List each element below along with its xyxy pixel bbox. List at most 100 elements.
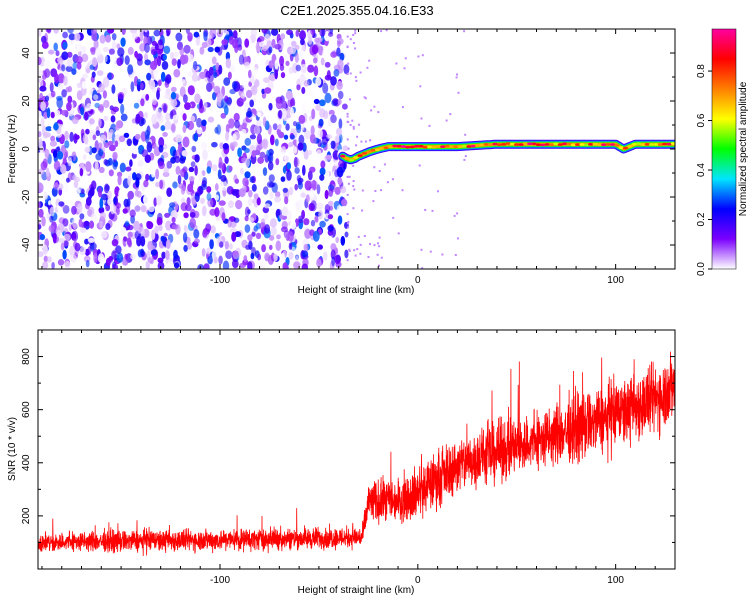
noise-cell	[216, 124, 221, 135]
noise-cell	[312, 230, 320, 242]
noise-cell	[307, 64, 315, 73]
noise-cell	[172, 181, 178, 189]
noise-cell	[67, 95, 73, 104]
noise-cell	[182, 113, 187, 121]
noise-cell	[93, 38, 99, 50]
noise-speck	[456, 73, 458, 76]
noise-cell	[180, 168, 187, 178]
noise-cell	[58, 183, 64, 191]
spectrogram-x-tick-label: 0	[415, 275, 421, 286]
noise-cell	[98, 149, 104, 157]
noise-cell	[140, 236, 146, 247]
noise-cell	[195, 36, 200, 46]
noise-cell	[166, 187, 173, 197]
noise-cell	[92, 57, 98, 67]
noise-cell	[294, 52, 300, 63]
noise-cell	[76, 203, 83, 214]
noise-cell	[107, 72, 112, 81]
noise-cell	[249, 99, 254, 108]
noise-cell	[116, 206, 120, 216]
noise-cell	[196, 126, 203, 135]
noise-cell	[193, 132, 199, 142]
noise-cell	[255, 232, 262, 240]
noise-cell	[85, 128, 90, 135]
noise-speck	[363, 235, 366, 237]
noise-cell	[38, 56, 42, 66]
noise-cell	[207, 74, 214, 83]
noise-cell	[123, 236, 128, 242]
signal-mark	[366, 150, 372, 154]
noise-cell	[71, 116, 79, 125]
noise-cell	[162, 54, 167, 61]
noise-speck	[352, 185, 355, 188]
noise-cell	[273, 253, 278, 262]
snr-frame	[37, 329, 676, 570]
noise-speck	[346, 115, 349, 118]
noise-cell	[209, 238, 214, 250]
noise-cell	[139, 31, 144, 42]
noise-cell	[298, 51, 304, 61]
noise-cell	[286, 169, 292, 181]
noise-speck	[347, 182, 350, 185]
snr-y-axis-label: SNR (10 * v/v)	[7, 417, 18, 481]
noise-cell	[285, 90, 293, 101]
noise-cell	[320, 179, 327, 188]
noise-cell	[57, 259, 65, 266]
noise-cell	[310, 29, 315, 36]
noise-cell	[301, 86, 306, 95]
noise-cell	[300, 38, 305, 46]
noise-cell	[290, 46, 296, 55]
spectrogram-x-axis-label: Height of straight line (km)	[298, 285, 415, 296]
noise-cell	[69, 245, 75, 257]
noise-cell	[271, 38, 276, 49]
noise-cell	[161, 251, 166, 259]
noise-cell	[266, 149, 270, 157]
noise-cell	[262, 116, 267, 127]
noise-cell	[206, 192, 212, 201]
noise-cell	[186, 197, 191, 206]
noise-cell	[194, 165, 198, 176]
colorbar-gradient	[712, 29, 736, 269]
noise-cell	[337, 176, 343, 186]
noise-cell	[135, 177, 140, 188]
noise-cell	[295, 64, 301, 72]
noise-cell	[188, 175, 195, 182]
noise-cell	[133, 102, 140, 109]
noise-cell	[187, 183, 194, 193]
spectrogram-y-tick-label: 0	[21, 146, 32, 152]
noise-speck	[378, 264, 380, 267]
noise-cell	[139, 82, 144, 90]
noise-cell	[282, 187, 288, 193]
noise-cell	[327, 214, 334, 220]
noise-cell	[183, 44, 191, 54]
noise-cell	[83, 255, 91, 263]
noise-cell	[200, 197, 205, 205]
noise-cell	[116, 43, 121, 50]
noise-cell	[188, 166, 195, 173]
noise-cell	[332, 98, 339, 106]
colorbar-tick-label: 0.0	[696, 262, 707, 276]
noise-cell	[89, 118, 95, 125]
noise-cell	[198, 238, 206, 247]
noise-cell	[92, 134, 97, 141]
signal-mark	[370, 148, 376, 152]
noise-cell	[262, 45, 268, 52]
noise-speck	[373, 166, 376, 169]
noise-cell	[194, 93, 201, 104]
noise-cell	[315, 104, 321, 111]
noise-cell	[55, 50, 60, 57]
noise-cell	[223, 77, 231, 86]
noise-cell	[316, 37, 323, 43]
noise-cell	[278, 110, 283, 118]
noise-cell	[98, 118, 102, 128]
noise-cell	[78, 218, 83, 228]
signal-mark	[357, 154, 363, 157]
noise-cell	[144, 29, 148, 33]
noise-cell	[164, 94, 171, 100]
noise-cell	[160, 71, 166, 82]
noise-cell	[74, 242, 81, 252]
noise-cell	[309, 166, 316, 173]
noise-cell	[264, 33, 271, 42]
noise-cell	[244, 137, 252, 146]
noise-cell	[228, 36, 234, 45]
